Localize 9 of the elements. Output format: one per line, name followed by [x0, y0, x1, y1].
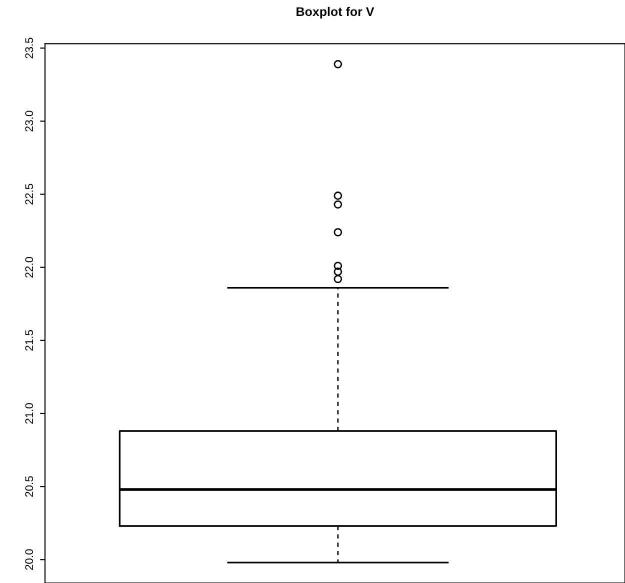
y-tick-label: 20.0: [25, 549, 34, 570]
y-tick-label: 22.0: [25, 256, 34, 278]
chart-title: Boxplot for V: [296, 6, 374, 19]
y-tick-label: 23.0: [25, 110, 34, 132]
y-tick-label: 21.5: [25, 330, 34, 351]
y-tick-label: 21.0: [25, 403, 34, 424]
y-tick-label: 23.5: [25, 38, 34, 58]
y-tick-label: 20.5: [25, 476, 34, 497]
y-tick-label: 22.5: [25, 184, 34, 205]
